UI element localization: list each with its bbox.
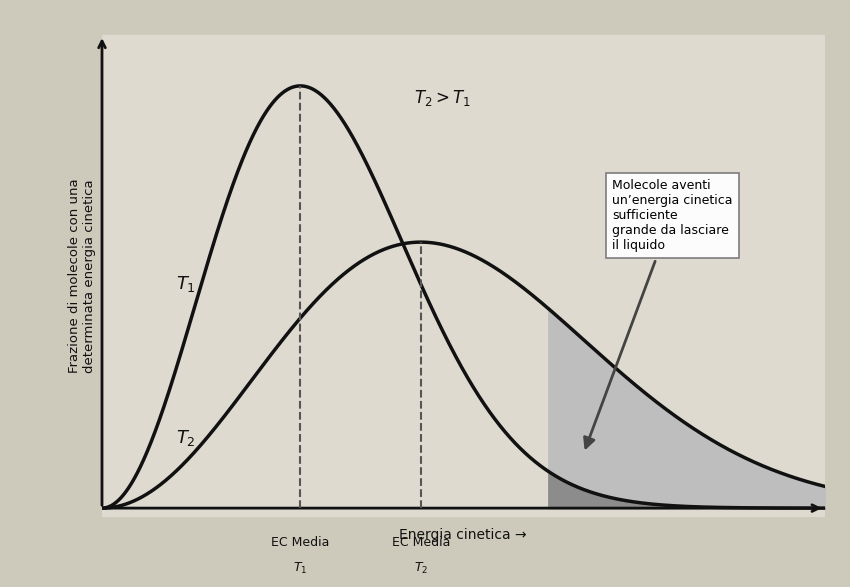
Text: $T_1$: $T_1$ [293, 561, 308, 576]
Text: $T_2$: $T_2$ [414, 561, 428, 576]
Text: EC Media: EC Media [392, 535, 450, 549]
Text: EC Media: EC Media [271, 535, 330, 549]
Text: $T_1$: $T_1$ [177, 274, 196, 294]
Text: $T_2 > T_1$: $T_2 > T_1$ [413, 88, 471, 108]
Text: $T_2$: $T_2$ [177, 428, 196, 448]
Y-axis label: Frazione di molecole con una
determinata energia cinetica: Frazione di molecole con una determinata… [69, 178, 96, 373]
Text: Molecole aventi
un’energia cinetica
sufficiente
grande da lasciare
il liquido: Molecole aventi un’energia cinetica suff… [585, 179, 733, 448]
X-axis label: Energia cinetica →: Energia cinetica → [400, 528, 527, 542]
